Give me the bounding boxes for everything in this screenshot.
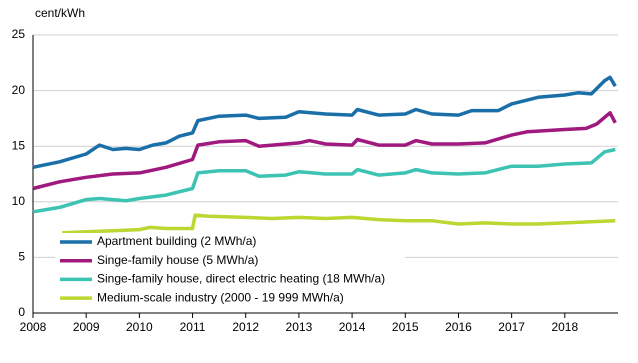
legend-box — [55, 233, 405, 307]
x-tick-label: 2015 — [392, 320, 419, 334]
series-line — [32, 75, 617, 170]
x-tick-label: 2010 — [126, 320, 153, 334]
legend-label: Medium-scale industry (2000 - 19 999 MWh… — [97, 290, 344, 304]
legend-label: Singe-family house, direct electric heat… — [97, 272, 385, 286]
y-tick-label: 0 — [18, 305, 25, 319]
x-tick-label: 2013 — [286, 320, 313, 334]
x-tick-label: 2009 — [73, 320, 100, 334]
y-tick-label: 20 — [12, 83, 26, 97]
x-tick-label: 2017 — [498, 320, 525, 334]
y-tick-label: 5 — [18, 250, 25, 264]
y-tick-label: 15 — [12, 138, 26, 152]
series-line — [62, 213, 616, 235]
x-tick-label: 2018 — [551, 320, 578, 334]
x-tick-label: 2011 — [180, 320, 206, 334]
series-line — [32, 147, 616, 214]
x-tick-label: 2014 — [339, 320, 366, 334]
x-tick-label: 2016 — [445, 320, 472, 334]
y-axis-label: cent/kWh — [35, 6, 85, 20]
x-tick-label: 2008 — [20, 320, 47, 334]
series-line — [32, 111, 617, 191]
legend-label: Singe-family house (5 MWh/a) — [97, 253, 258, 267]
y-tick-label: 25 — [12, 27, 26, 41]
y-tick-label: 10 — [12, 194, 26, 208]
legend-label: Apartment building (2 MWh/a) — [97, 234, 256, 248]
x-tick-label: 2012 — [232, 320, 259, 334]
